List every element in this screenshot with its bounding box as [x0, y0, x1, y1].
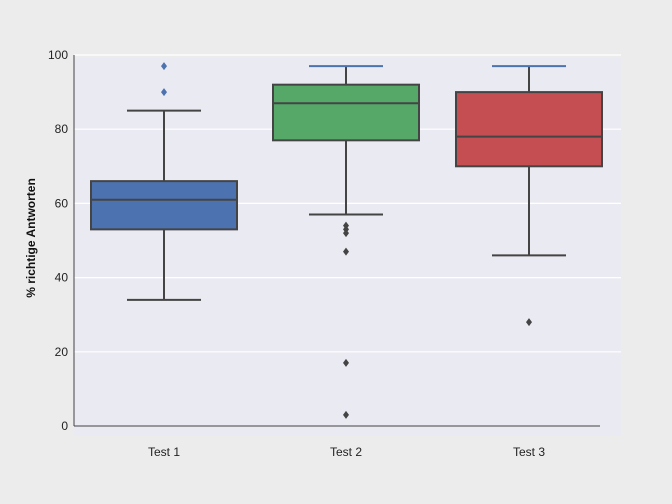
boxes [90, 62, 603, 419]
x-ticks: Test 1 Test 2 Test 3 [148, 445, 545, 459]
y-tick-label: 100 [48, 48, 68, 62]
y-tick-label: 40 [55, 271, 69, 285]
y-ticks: 0 20 40 60 80 100 [48, 48, 68, 433]
x-tick-label: Test 3 [513, 445, 545, 459]
box-group-2 [272, 65, 420, 419]
outlier-point [526, 318, 532, 327]
y-axis-title: % richtige Antworten [24, 178, 38, 298]
outlier-point [161, 62, 167, 71]
y-tick-label: 80 [55, 122, 69, 136]
outlier-point [161, 88, 167, 97]
outlier-point [343, 410, 349, 419]
box-group-1 [90, 62, 238, 301]
box [90, 180, 238, 231]
box [455, 91, 603, 168]
outlier-point [343, 247, 349, 256]
outlier-point [343, 229, 349, 238]
y-tick-label: 60 [55, 196, 69, 210]
box [272, 83, 420, 142]
outlier-point [343, 358, 349, 367]
x-tick-label: Test 2 [330, 445, 362, 459]
box-group-3 [455, 65, 603, 327]
y-tick-label: 20 [55, 345, 69, 359]
y-tick-label: 0 [61, 419, 68, 433]
x-tick-label: Test 1 [148, 445, 180, 459]
